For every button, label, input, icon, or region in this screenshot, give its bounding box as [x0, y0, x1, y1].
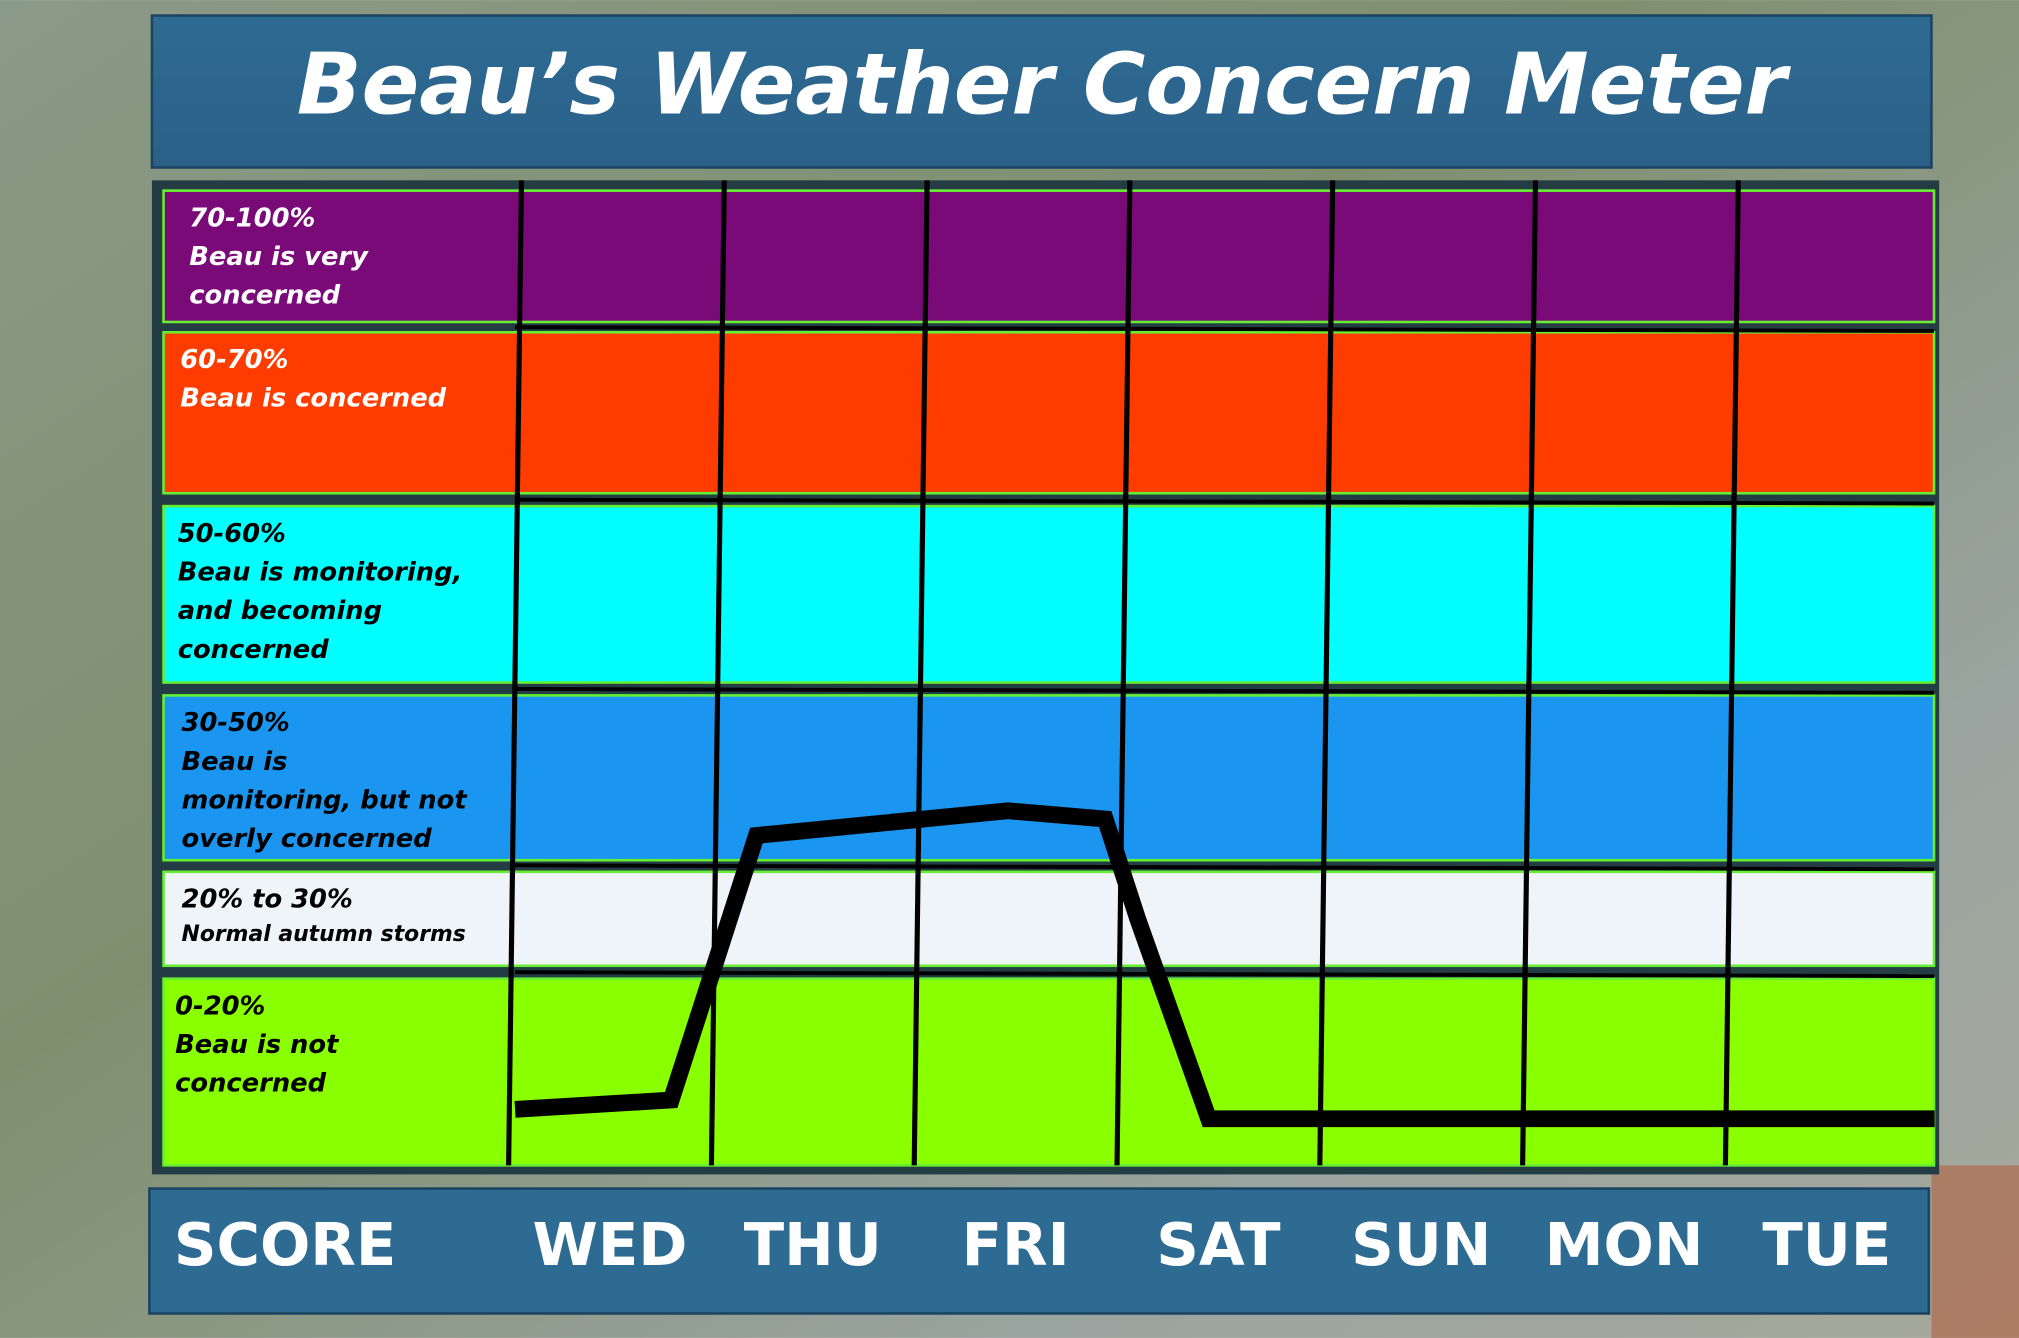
- chart-title: Beau’s Weather Concern Meter: [297, 36, 1792, 135]
- band-divider: [515, 325, 1935, 333]
- x-tick-label: WED: [533, 1210, 688, 1279]
- day-line: [1722, 180, 1741, 1166]
- band-label: 60-70%: [180, 345, 288, 375]
- day-line: [1114, 180, 1133, 1166]
- band-label: concerned: [175, 1069, 327, 1099]
- band-label: 0-20%: [175, 992, 265, 1022]
- line-layer: [514, 802, 1935, 1128]
- band-divider: [515, 687, 1935, 695]
- day-line: [911, 180, 930, 1166]
- band-label: monitoring, but not: [182, 785, 469, 815]
- band-label: overly concerned: [182, 824, 433, 854]
- band-label: Beau is not: [175, 1030, 340, 1060]
- band: [162, 694, 1936, 862]
- x-tick-label: FRI: [962, 1210, 1070, 1279]
- band-label: and becoming: [178, 596, 382, 626]
- band-label: Beau is concerned: [180, 384, 446, 414]
- band-label: 50-60%: [178, 519, 286, 549]
- day-line: [1317, 180, 1336, 1166]
- band-label: concerned: [178, 635, 330, 665]
- band: [162, 870, 1936, 968]
- band: [162, 330, 1936, 495]
- map-patch: [1931, 1165, 2019, 1338]
- band: [162, 504, 1936, 684]
- title-box: [150, 14, 1933, 169]
- band-label: 30-50%: [182, 708, 290, 738]
- band-label: 70-100%: [189, 203, 315, 233]
- band-label: 20% to 30%: [182, 885, 353, 915]
- band: [162, 189, 1936, 324]
- x-labels: WED THU FRI SAT SUN MON TUE: [533, 1210, 1892, 1279]
- band-divider: [515, 970, 1935, 979]
- band-divider: [515, 497, 1935, 506]
- concern-line: [514, 802, 1935, 1128]
- day-line: [708, 180, 727, 1166]
- x-tick-label: SAT: [1156, 1210, 1281, 1279]
- band-label: Normal autumn storms: [182, 922, 466, 947]
- x-tick-label: TUE: [1762, 1210, 1891, 1279]
- band-label: Beau is very: [189, 242, 369, 272]
- day-line: [1520, 180, 1539, 1166]
- x-tick-label: SUN: [1351, 1210, 1491, 1279]
- band: [162, 977, 1936, 1167]
- x-tick-label: MON: [1545, 1210, 1704, 1279]
- x-axis-label: SCORE: [174, 1210, 397, 1279]
- day-lines: [506, 180, 1935, 1166]
- band-label: Beau is monitoring,: [178, 558, 463, 588]
- bands: 70-100% Beau is very concerned 60-70% Beau i…: [162, 189, 1936, 1167]
- band-label: Beau is: [182, 747, 288, 777]
- axis-box: [148, 1187, 1931, 1315]
- band-label: concerned: [189, 281, 341, 311]
- day-line: [506, 180, 525, 1166]
- x-tick-label: THU: [744, 1210, 882, 1279]
